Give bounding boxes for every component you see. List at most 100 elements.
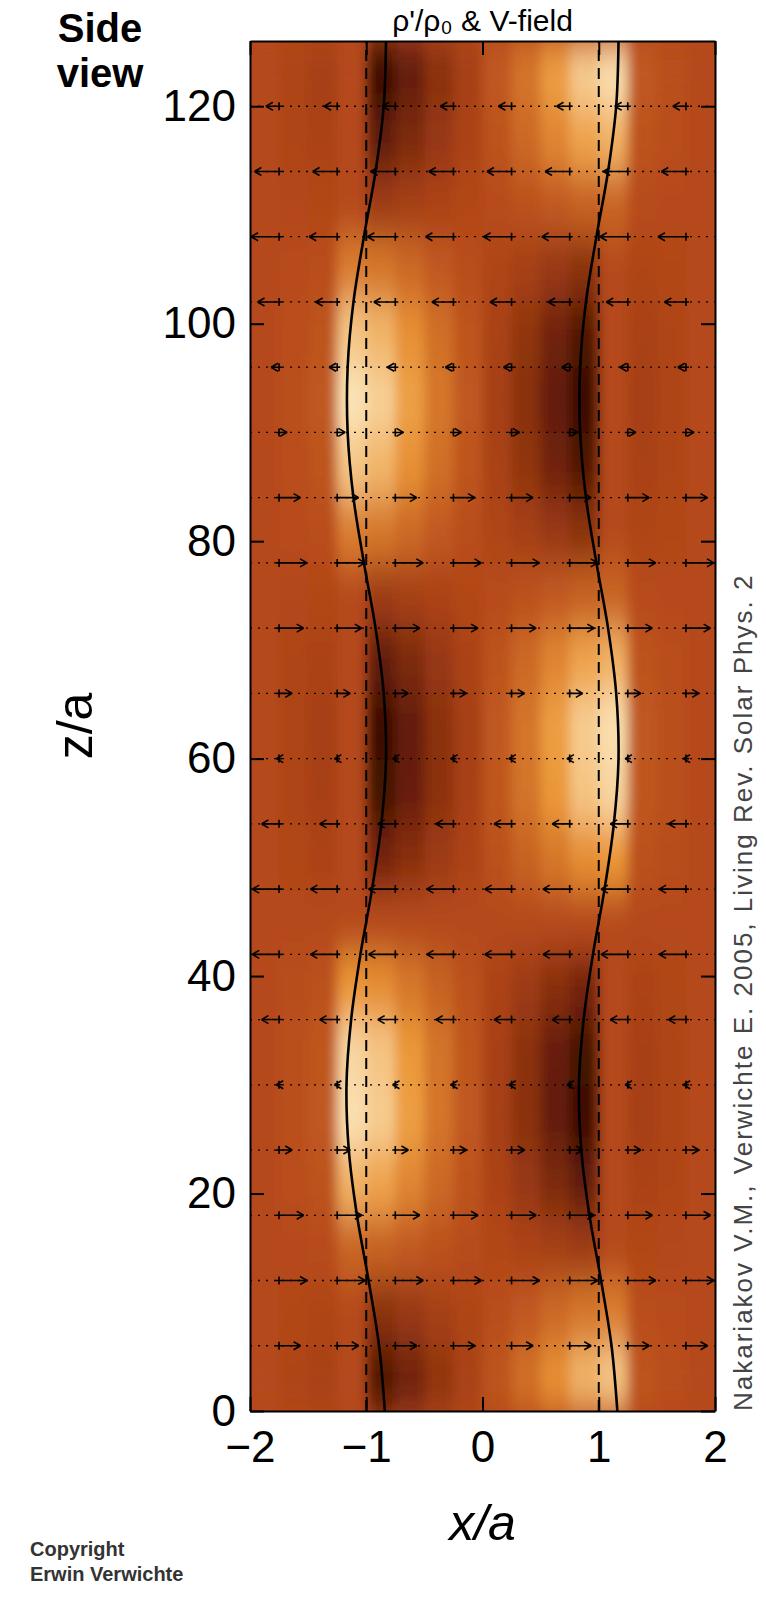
heat-cell [453,171,483,237]
heat-cell [541,1150,571,1216]
velocity-arrow [659,950,689,958]
tick-mark [701,323,715,325]
heat-cell [483,824,513,890]
heat-cell [308,1020,338,1086]
heat-cell [541,302,571,368]
heat-cell [250,367,280,433]
velocity-arrow [625,1277,656,1285]
velocity-arrow [509,1146,525,1154]
velocity-arrow [392,1342,417,1350]
heat-cell [279,563,309,629]
velocity-arrow [567,624,595,632]
heat-cell [424,1281,454,1347]
velocity-arrow [542,233,573,241]
tick-mark [250,758,264,760]
velocity-arrow [276,1342,301,1350]
velocity-arrow [451,1081,458,1089]
heat-cell [308,498,338,564]
x-axis-title: x/a [447,1495,516,1551]
heat-cell [628,367,658,433]
heat-cell [628,1085,658,1151]
heat-cell [279,1215,309,1281]
heat-cell [570,41,600,107]
velocity-arrow [600,233,631,241]
heat-cell [686,171,715,237]
heat-cell [570,1020,600,1086]
heat-cell [512,498,542,564]
heat-cell [424,171,454,237]
velocity-arrow [393,1081,400,1089]
heat-cell [366,367,396,433]
heat-cell [512,693,542,759]
heat-cell [424,824,454,890]
tick [701,1194,715,1195]
velocity-arrow [552,820,573,828]
tick-mark [701,976,715,978]
velocity-arrow [258,298,283,306]
heat-cell [483,954,513,1020]
heat-cell [308,1215,338,1281]
heat-cell [424,1346,454,1411]
velocity-arrow [664,298,689,306]
heat-cell [279,1085,309,1151]
velocity-arrow [393,755,400,763]
heat-cell [483,498,513,564]
heat-cell [628,41,658,107]
tube-boundary [346,41,386,1411]
flow-row [250,693,715,694]
heat-cell [483,628,513,694]
tick-mark [482,1397,484,1411]
tick-mark [250,323,264,325]
tick-label: 120 [163,81,236,130]
tick: 100 [163,298,264,347]
heat-cell [337,824,367,890]
heat-cell [628,106,658,172]
heat-cell [453,41,483,107]
velocity-arrow [451,755,458,763]
heat-cell [424,1020,454,1086]
heat-cell [395,498,425,564]
velocity-arrow [427,885,457,893]
heat-cell [570,171,600,237]
velocity-arrow [254,167,282,175]
velocity-arrow [494,1016,515,1024]
heat-cell [395,1150,425,1216]
heat-cell [337,106,367,172]
heat-cell [453,432,483,498]
tick [366,41,367,55]
velocity-arrow [659,885,689,893]
velocity-arrow [487,167,515,175]
heat-cell [657,824,687,890]
velocity-arrow [309,233,340,241]
tick [701,1411,715,1412]
heat-cell [395,367,425,433]
heat-cell [483,693,513,759]
heat-cell [453,954,483,1020]
heat-cell [541,954,571,1020]
heat-cell [686,302,715,368]
heat-cell [628,1346,658,1411]
tick: 120 [163,81,264,130]
heat-cell [599,1150,629,1216]
velocity-arrow [429,167,457,175]
heat-cell [395,628,425,694]
velocity-arrow [509,689,525,697]
heat-cell [570,1085,600,1151]
velocity-arrow [276,1277,307,1285]
velocity-arrow [567,1342,592,1350]
tick-label: 1 [587,1422,611,1471]
heat-cell [366,1085,396,1151]
heat-cell [395,1215,425,1281]
velocity-arrow [567,1081,574,1089]
heat-cell [250,237,280,303]
heat-cell [337,41,367,107]
velocity-arrow [509,428,520,436]
velocity-arrow [392,1146,408,1154]
heat-cell [483,563,513,629]
heat-cell [512,563,542,629]
velocity-arrow [683,624,711,632]
velocity-arrow [367,233,398,241]
heat-cell [453,498,483,564]
heat-cell [366,302,396,368]
velocity-arrow [509,755,516,763]
